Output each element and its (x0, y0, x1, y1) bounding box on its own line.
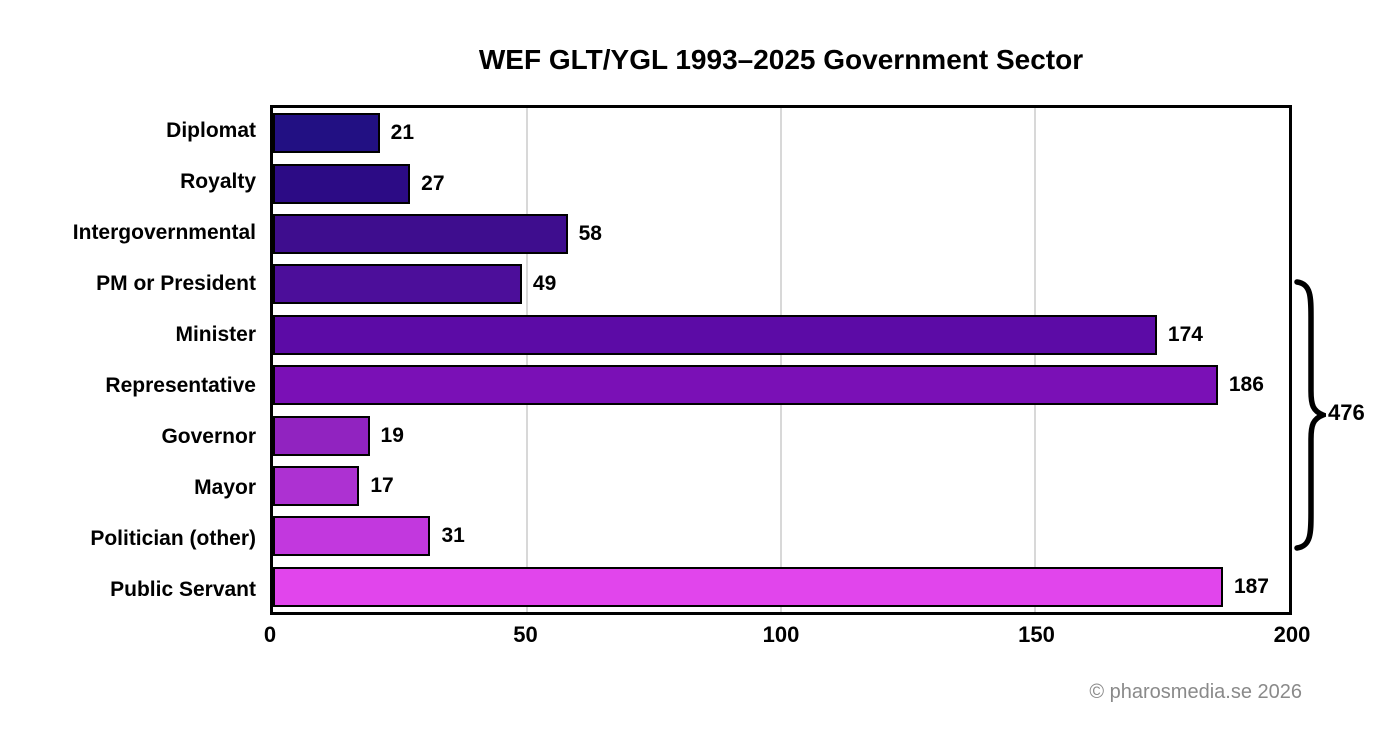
bar (273, 566, 1223, 607)
x-tick-label: 150 (1018, 622, 1055, 647)
bar-row: 21 (273, 108, 1289, 158)
bar-row: 186 (273, 360, 1289, 410)
bar (273, 516, 431, 557)
x-tick-label: 100 (762, 622, 800, 647)
category-label: Governor (161, 424, 256, 448)
value-label: 19 (380, 423, 404, 447)
footer-credit: © pharosmedia.se 2026 (1089, 681, 1302, 703)
category-label: Royalty (180, 169, 256, 193)
bar (273, 113, 380, 154)
gridline (780, 108, 782, 612)
value-label: 17 (370, 474, 394, 498)
bar-row: 174 (273, 310, 1289, 360)
value-label: 31 (441, 524, 465, 548)
bar-row: 49 (273, 259, 1289, 309)
bar-row: 58 (273, 209, 1289, 259)
bar-row: 187 (273, 562, 1289, 612)
x-tick-label: 50 (513, 622, 538, 647)
category-axis: Diplomat Royalty Intergovernmental PM or Pr… (0, 105, 256, 615)
bar (273, 314, 1157, 355)
bar-row: 17 (273, 461, 1289, 511)
bar-row: 19 (273, 410, 1289, 460)
category-label: Representative (105, 373, 256, 397)
value-label: 49 (532, 272, 557, 296)
brace-icon (1294, 279, 1331, 551)
bar (273, 163, 411, 204)
plot-area: 21 27 58 49 174 186 19 17 31 187 (270, 105, 1292, 615)
category-label: Diplomat (166, 118, 256, 142)
bar-row: 31 (273, 511, 1289, 561)
bar-rows: 21 27 58 49 174 186 19 17 31 187 (273, 108, 1289, 612)
brace-total-label: 476 (1328, 400, 1365, 425)
chart-title: WEF GLT/YGL 1993–2025 Government Sector (478, 44, 1084, 75)
category-label: Intergovernmental (72, 220, 256, 244)
gridline (526, 108, 528, 612)
bar (273, 214, 568, 255)
value-label: 187 (1233, 574, 1269, 598)
category-label: PM or President (96, 271, 256, 295)
bar-row: 27 (273, 158, 1289, 208)
value-label: 174 (1167, 322, 1203, 346)
bar (273, 365, 1218, 406)
category-label: Mayor (194, 475, 256, 499)
value-label: 21 (390, 121, 415, 145)
value-label: 186 (1228, 373, 1264, 397)
category-label: Minister (175, 322, 256, 346)
category-label: Public Servant (110, 577, 256, 601)
x-axis: 0 50 100 150 200 (264, 622, 1310, 652)
gridline (1034, 108, 1036, 612)
bar (273, 415, 370, 456)
value-label: 27 (421, 171, 445, 195)
bar (273, 264, 522, 305)
x-tick-label: 0 (263, 622, 277, 647)
value-label: 58 (578, 222, 602, 246)
x-tick-label: 200 (1273, 622, 1311, 647)
bar (273, 466, 360, 507)
category-label: Politician (other) (90, 526, 256, 550)
